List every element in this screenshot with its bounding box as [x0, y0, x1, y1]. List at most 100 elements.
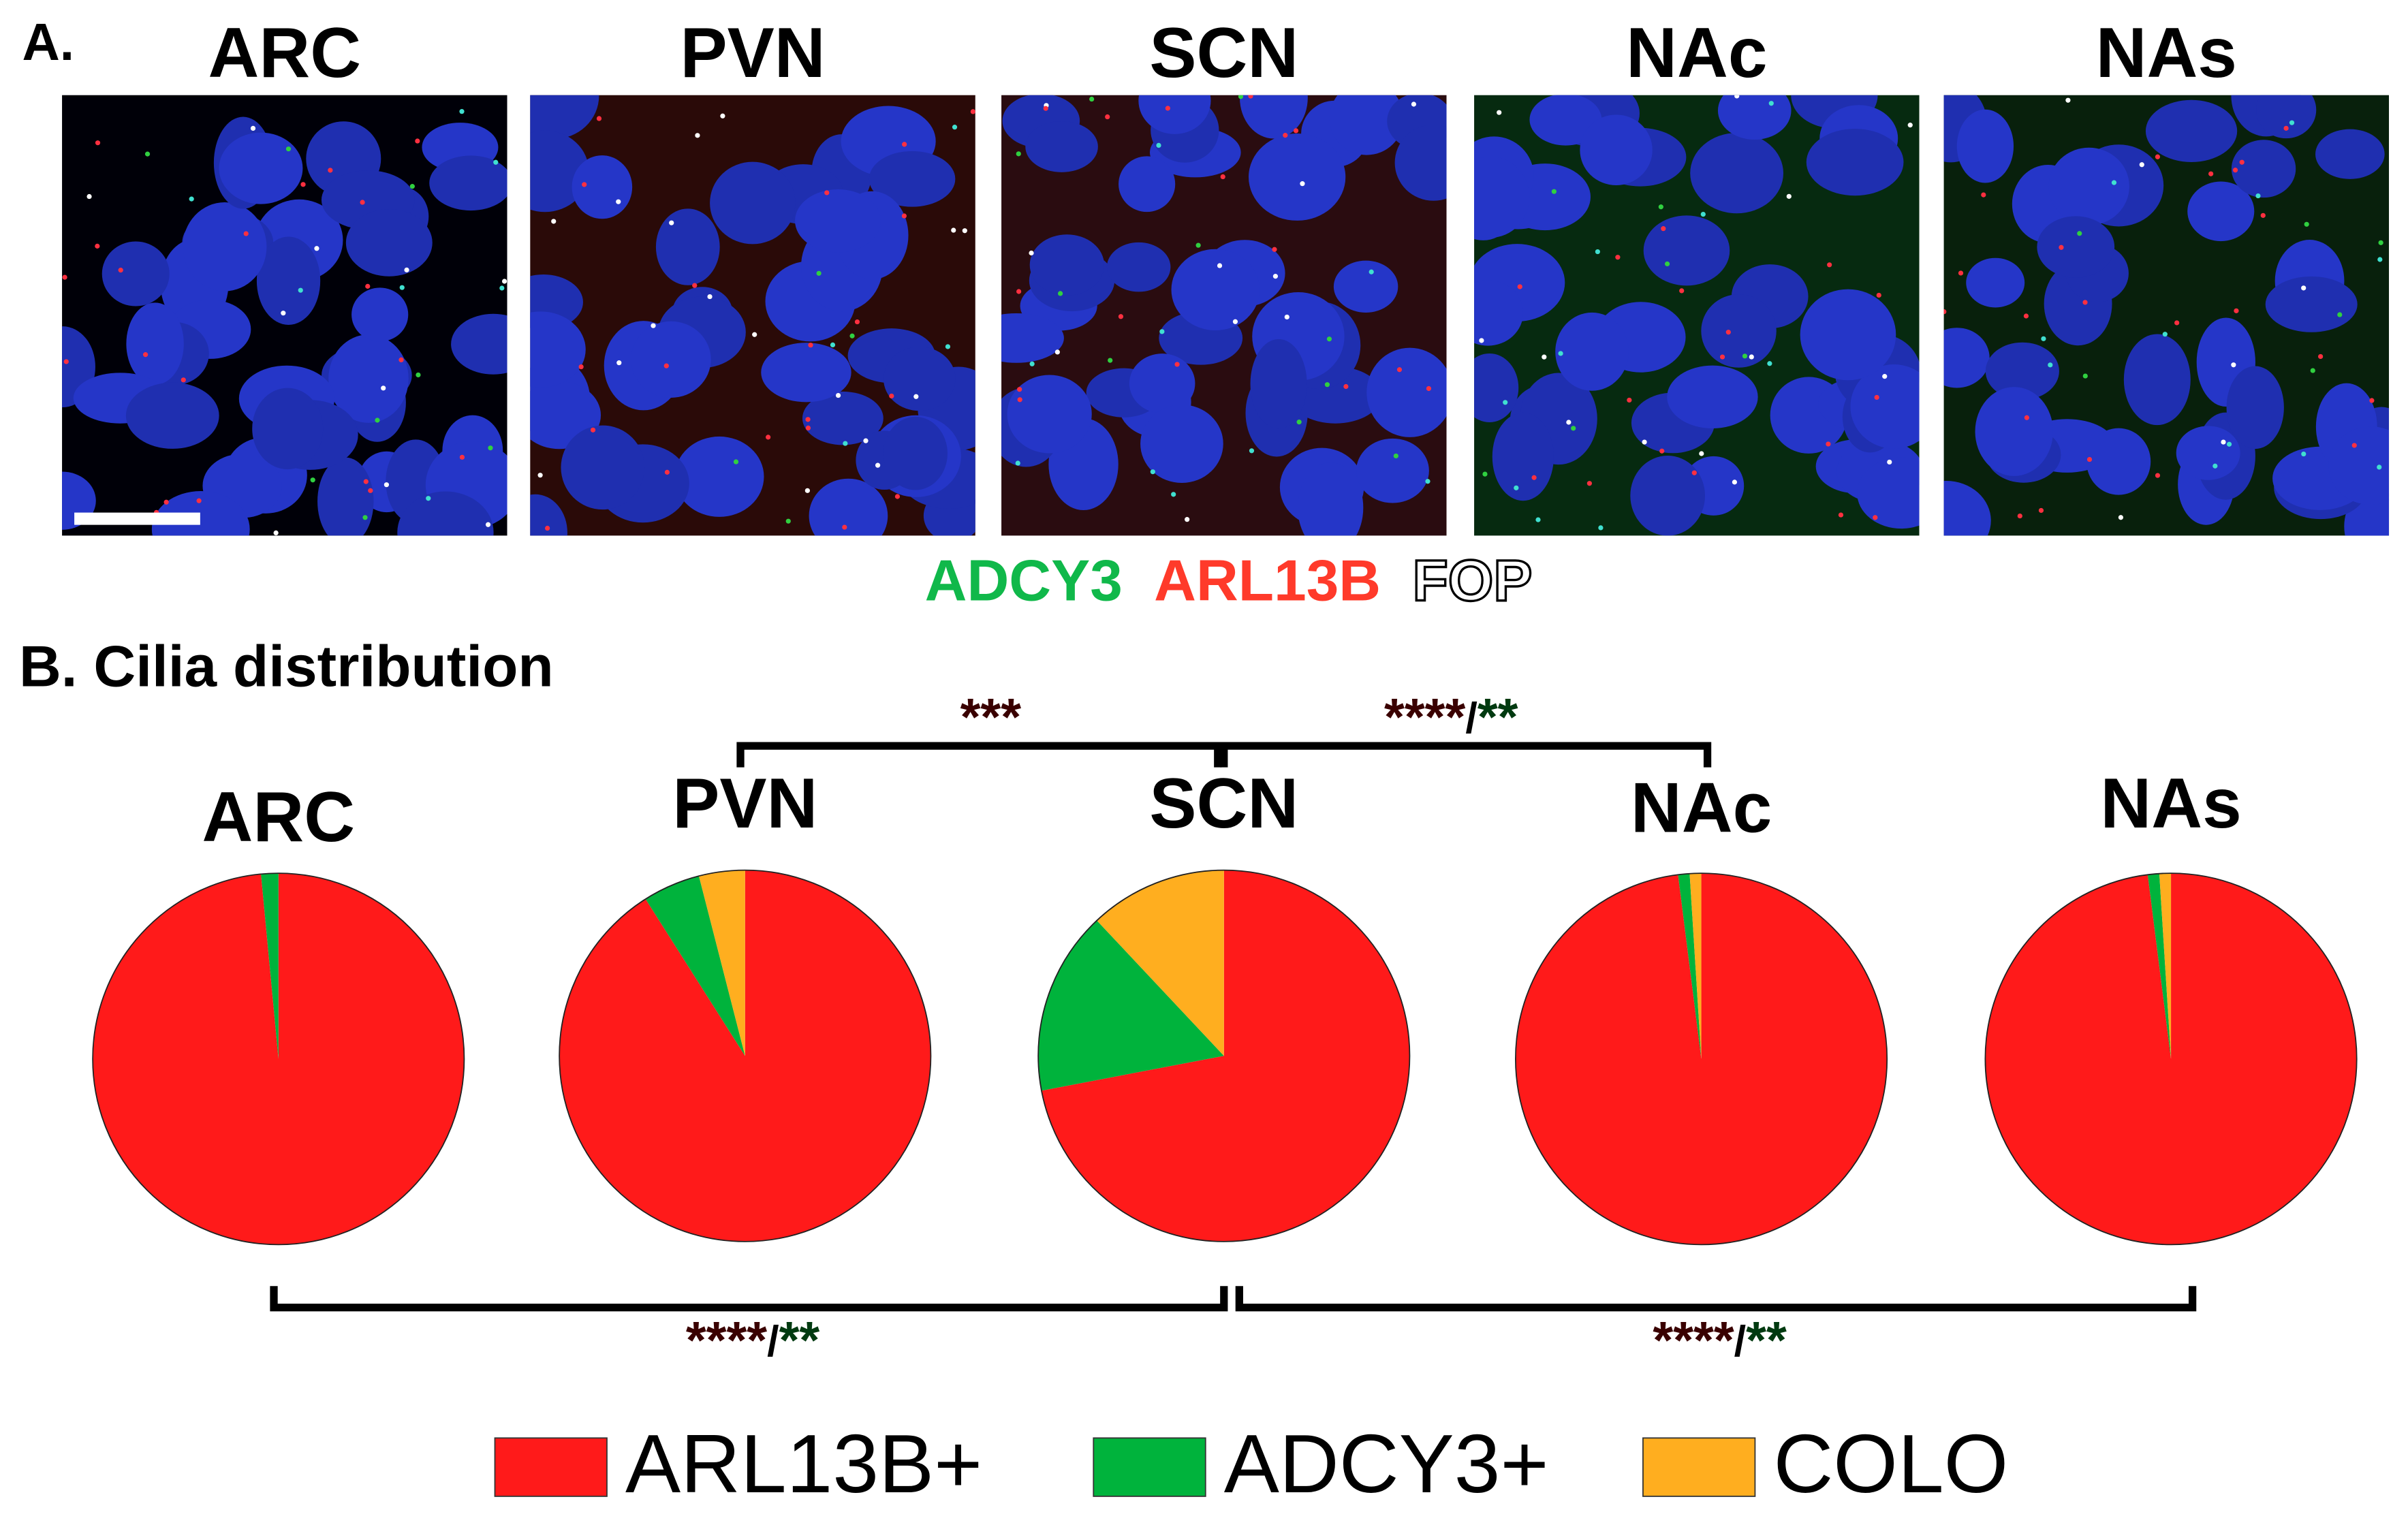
nucleus [2037, 216, 2115, 278]
cilium [2301, 285, 2307, 291]
nucleus [1298, 462, 1364, 536]
cilium [181, 377, 186, 383]
cilium [1105, 114, 1110, 120]
cilium [805, 425, 811, 431]
cilium [2023, 313, 2029, 319]
cilium [1531, 475, 1537, 480]
cilium [1658, 204, 1663, 210]
nucleus [1333, 260, 1398, 313]
panel-a-label: A. [22, 14, 74, 72]
cilium [1057, 291, 1063, 296]
cilium [1171, 492, 1176, 497]
cilium [1029, 361, 1035, 366]
micrograph-content [62, 109, 507, 536]
cilium [1517, 284, 1522, 289]
cilium [1700, 212, 1706, 217]
cilium [952, 125, 958, 130]
cilium [2048, 362, 2053, 368]
cilium [1786, 193, 1792, 199]
cilium [1393, 453, 1398, 459]
nucleus [1943, 481, 1991, 536]
cilium [1615, 255, 1621, 260]
cilium [426, 496, 431, 501]
cilium [733, 459, 739, 465]
nucleus [1171, 249, 1260, 331]
nucleus [429, 155, 507, 211]
cilium [1017, 397, 1022, 403]
cilium [2369, 398, 2375, 403]
legend-swatch [1093, 1437, 1206, 1497]
cilium [298, 287, 303, 293]
cilium [375, 418, 380, 423]
cilium [1586, 481, 1592, 486]
legend-swatch [494, 1437, 608, 1497]
nucleus [1690, 133, 1784, 214]
cilium [501, 279, 507, 284]
pie-charts: ARC PVN SCN NAc NAs [92, 764, 2358, 1246]
cilium [363, 479, 369, 484]
pie-slice [1678, 873, 1702, 1059]
cilium [368, 488, 373, 493]
nucleus [351, 287, 409, 342]
cilium [1396, 367, 1403, 373]
cilium [404, 267, 409, 272]
nucleus [397, 491, 494, 536]
cilium [970, 109, 975, 114]
cilium [1699, 451, 1704, 456]
cilium [1742, 353, 1748, 359]
nucleus [1474, 353, 1519, 422]
cilium [720, 113, 725, 119]
cilium [63, 359, 69, 364]
cilium [1479, 338, 1484, 343]
nucleus [655, 208, 720, 285]
pie-title: PVN [672, 764, 817, 843]
cilium [2231, 362, 2236, 368]
cilium [273, 530, 279, 535]
nucleus [802, 391, 884, 445]
cilium [1272, 247, 1277, 252]
nucleus [101, 241, 170, 306]
micrograph-content [1943, 95, 2390, 536]
nucleus [631, 321, 711, 398]
cilium [2377, 257, 2383, 262]
cilium [416, 372, 421, 378]
pie-title: NAs [2100, 764, 2241, 843]
legend-label: COLO [1773, 1417, 2008, 1510]
nucleus [219, 132, 303, 204]
nucleus [1356, 438, 1429, 503]
legend-label: ADCY3+ [1224, 1417, 1549, 1510]
cilium [1165, 106, 1170, 111]
cilium [842, 524, 847, 530]
cilium [1054, 349, 1060, 355]
cilium [1542, 354, 1547, 360]
cilium [1156, 142, 1161, 148]
cilium [1981, 192, 1986, 198]
pie-slice [1985, 873, 2357, 1245]
micrograph-content [1001, 95, 1447, 536]
cilium [1284, 314, 1289, 320]
pie-outline [559, 869, 932, 1242]
cilium [2086, 456, 2093, 462]
nucleus [1007, 375, 1092, 454]
nucleus [2086, 428, 2151, 495]
cilium [669, 220, 674, 225]
pie-slice [93, 873, 465, 1245]
nucleus [1025, 121, 1098, 172]
nucleus [2231, 140, 2296, 198]
nucleus [1394, 125, 1447, 201]
nucleus [1474, 156, 1530, 238]
cilium [1238, 95, 1244, 99]
pie-title: SCN [1149, 764, 1298, 843]
nucleus [1667, 365, 1758, 428]
cilium [545, 525, 550, 531]
nucleus [1580, 114, 1653, 185]
cilium [1571, 426, 1576, 431]
cilium [1296, 420, 1302, 425]
cilium [2351, 443, 2357, 448]
cilium [196, 498, 202, 503]
significance-label: ****/** [1653, 1312, 1787, 1370]
cilium [1249, 448, 1255, 454]
cilium [951, 227, 956, 233]
cilium [695, 133, 700, 138]
